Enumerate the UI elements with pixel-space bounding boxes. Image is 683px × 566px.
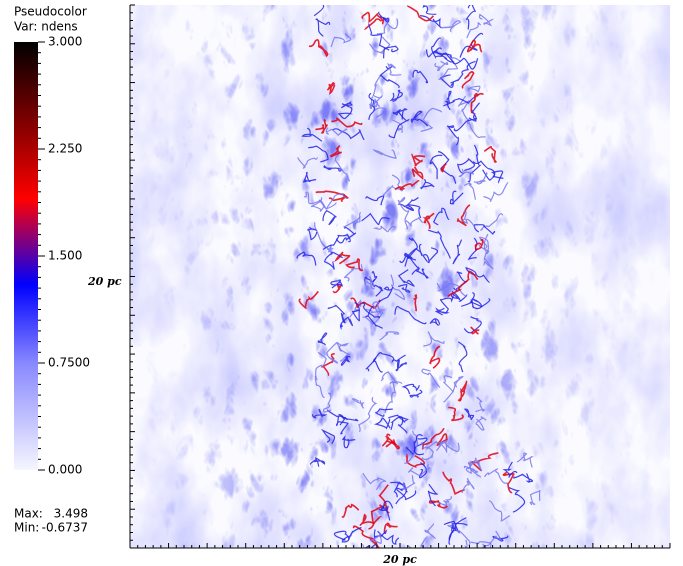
subtitle: Var: ndens (14, 20, 78, 34)
stat-value: 3.498 (54, 507, 88, 521)
colorbar-tick-label: 0.000 (48, 463, 82, 477)
field (130, 0, 670, 566)
colorbar-tick-label: 0.7500 (48, 356, 90, 370)
chart: Pseudocolor Var: ndens 20 pc 20 pc 3.000… (0, 0, 683, 566)
title: Pseudocolor (14, 5, 87, 19)
y-label: 20 pc (87, 275, 122, 288)
colorbar-tick-label: 3.000 (48, 35, 82, 49)
colorbar-tick-label: 1.500 (48, 249, 82, 263)
stat-value: -0.6737 (42, 521, 88, 535)
colorbar-tick-label: 2.250 (48, 142, 82, 156)
x-label: 20 pc (382, 553, 417, 566)
stat-label: Max: (14, 507, 43, 521)
stat-label: Min: (14, 521, 39, 535)
colorbar (14, 42, 38, 470)
